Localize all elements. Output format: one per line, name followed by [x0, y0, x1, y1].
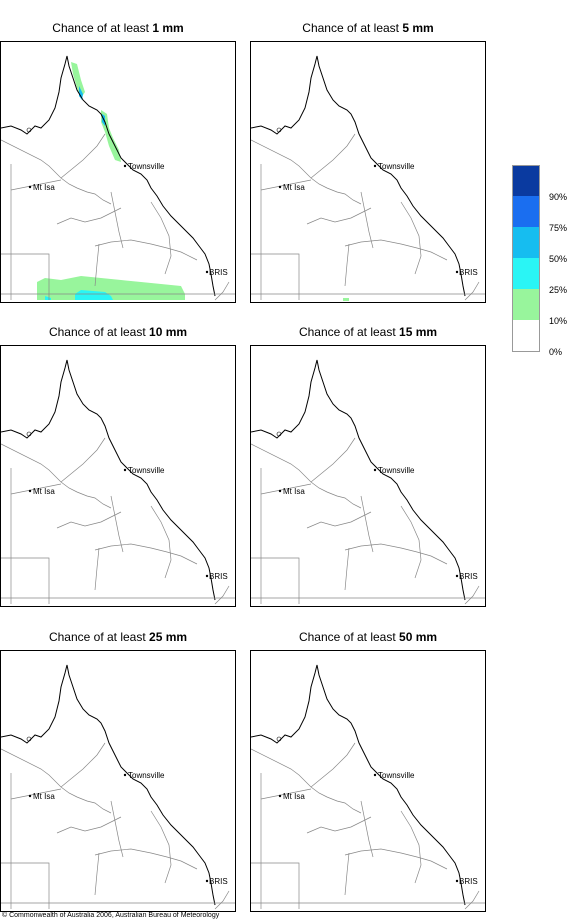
label-mt-isa: Mt Isa: [33, 792, 55, 801]
label-brisbane: BRIS: [209, 268, 228, 277]
label-brisbane: BRIS: [459, 877, 478, 886]
map-svg: Townsville Mt Isa BRIS: [1, 359, 235, 605]
legend-swatch: [512, 196, 540, 227]
legend-label: 90%: [549, 192, 568, 202]
legend-label: 75%: [549, 223, 568, 233]
copyright-text: © Commonwealth of Australia 2006, Austra…: [2, 912, 220, 919]
rain-overlay: [37, 62, 185, 300]
panel-title: Chance of at least 15 mm: [298, 325, 438, 339]
label-mt-isa: Mt Isa: [283, 792, 305, 801]
label-mt-isa: Mt Isa: [283, 183, 305, 192]
map: Townsville Mt Isa BRIS: [0, 345, 236, 607]
map: Townsville Mt Isa BRIS: [0, 650, 236, 912]
label-townsville: Townsville: [378, 771, 415, 780]
panel-title: Chance of at least 10 mm: [48, 325, 188, 339]
legend-swatch: [512, 320, 540, 352]
label-brisbane: BRIS: [209, 877, 228, 886]
label-townsville: Townsville: [378, 162, 415, 171]
legend-label: 50%: [549, 254, 568, 264]
label-townsville: Townsville: [128, 162, 165, 171]
label-townsville: Townsville: [378, 466, 415, 475]
label-mt-isa: Mt Isa: [33, 183, 55, 192]
label-brisbane: BRIS: [459, 572, 478, 581]
label-brisbane: BRIS: [209, 572, 228, 581]
panel-title: Chance of at least 1 mm: [52, 21, 184, 35]
state-outline: [251, 55, 485, 301]
map: Townsville Mt Isa BRIS: [250, 650, 486, 912]
panel-title: Chance of at least 50 mm: [298, 630, 438, 644]
legend-label: 10%: [549, 316, 568, 326]
state-outline: [1, 359, 235, 605]
map: Townsville Mt Isa BRIS: [0, 41, 236, 303]
map: Townsville Mt Isa BRIS: [250, 345, 486, 607]
state-outline: [1, 664, 235, 910]
label-brisbane: BRIS: [459, 268, 478, 277]
panel-title: Chance of at least 25 mm: [48, 630, 188, 644]
label-townsville: Townsville: [128, 771, 165, 780]
state-outline: [251, 664, 485, 910]
map-svg: Townsville Mt Isa BRIS: [1, 664, 235, 910]
map-svg: Townsville Mt Isa BRIS: [251, 55, 485, 301]
legend-swatch: [512, 165, 540, 196]
legend-swatch: [512, 227, 540, 258]
map-svg: Townsville Mt Isa BRIS: [251, 664, 485, 910]
label-mt-isa: Mt Isa: [283, 487, 305, 496]
map-svg: Townsville Mt Isa BRIS: [251, 359, 485, 605]
state-outline: [1, 55, 235, 301]
label-mt-isa: Mt Isa: [33, 487, 55, 496]
rain-overlay: [343, 298, 349, 301]
state-outline: [251, 359, 485, 605]
legend-label: 0%: [549, 347, 563, 357]
map-svg: Townsville Mt Isa BRIS: [1, 55, 235, 301]
legend-label: 25%: [549, 285, 568, 295]
map: Townsville Mt Isa BRIS: [250, 41, 486, 303]
legend-swatch: [512, 258, 540, 289]
label-townsville: Townsville: [128, 466, 165, 475]
panel-title: Chance of at least 5 mm: [302, 21, 434, 35]
legend-swatch: [512, 289, 540, 320]
